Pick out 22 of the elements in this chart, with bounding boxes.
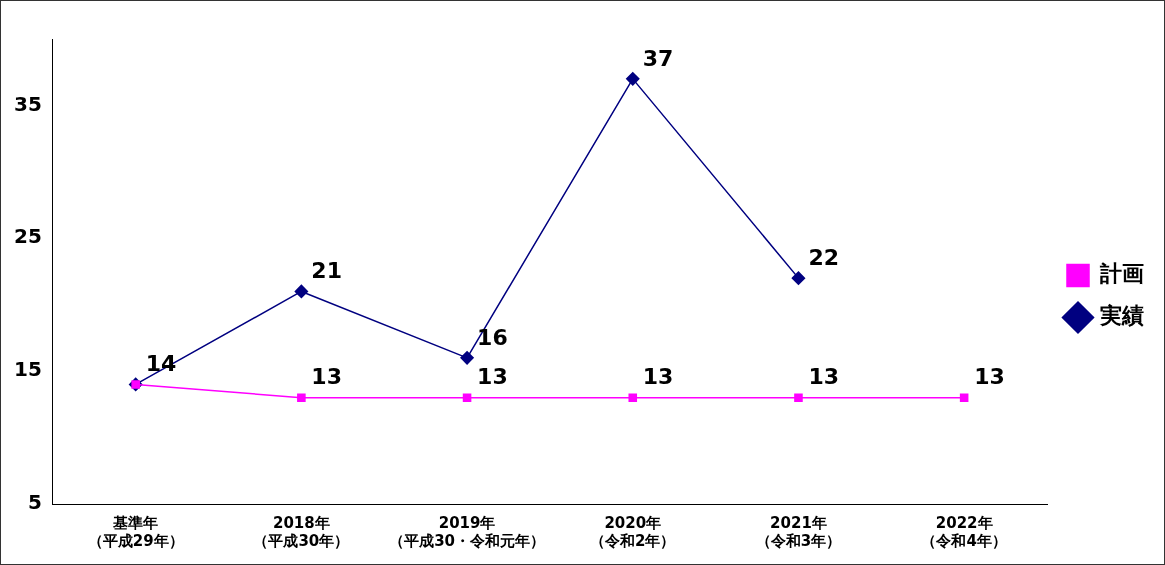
x-tick-label: 2018年（平成30年） xyxy=(253,513,350,550)
data-label: 13 xyxy=(477,364,508,390)
data-label: 13 xyxy=(808,364,840,390)
y-tick-label: 35 xyxy=(13,91,42,116)
x-tick-label: 2020年（令和2年） xyxy=(590,513,676,550)
x-tick-label: 2019年（平成30・令和元年） xyxy=(389,513,546,550)
data-label: 37 xyxy=(642,45,674,71)
data-label: 13 xyxy=(974,364,1005,390)
legend-label: 計画 xyxy=(1099,261,1144,287)
data-label: 13 xyxy=(642,364,674,390)
x-tick-label: 基準年（平成29年） xyxy=(87,513,184,550)
data-label: 16 xyxy=(477,324,508,350)
y-tick-label: 5 xyxy=(27,490,42,515)
y-tick-label: 25 xyxy=(13,224,42,249)
x-tick-label: 2021年（令和3年） xyxy=(755,513,842,550)
y-tick-label: 15 xyxy=(13,357,42,382)
data-label: 21 xyxy=(311,258,342,284)
x-tick-label: 2022年（令和4年） xyxy=(921,513,1007,550)
data-label: 13 xyxy=(311,364,342,390)
data-label: 22 xyxy=(808,244,840,270)
legend-label: 実績 xyxy=(1099,303,1144,329)
data-label: 14 xyxy=(145,351,177,377)
